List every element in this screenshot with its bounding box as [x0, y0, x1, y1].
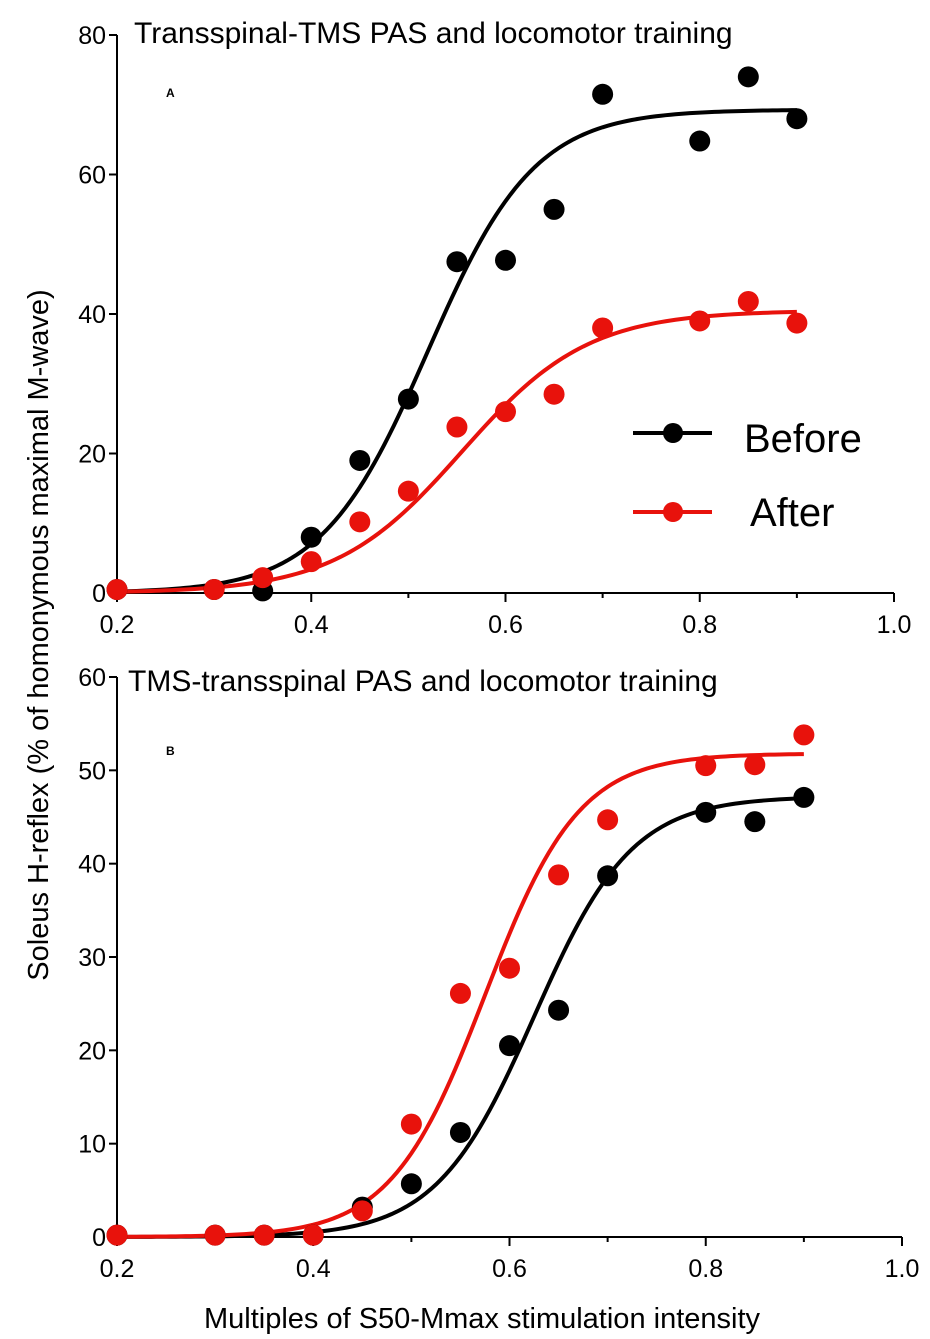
- panel-b-axes: 0 10 20 30 40 50 60 0.2 0.4 0.6 0.8 1.0: [78, 664, 919, 1283]
- panel-a-before-point: [689, 130, 711, 152]
- legend-after-label: After: [750, 491, 834, 535]
- panel-a-after-point: [446, 416, 468, 438]
- panel-b-x-tick-label: 0.4: [296, 1255, 331, 1283]
- panel-b-x-tick-label: 1.0: [885, 1255, 920, 1283]
- panel-b-curves: [116, 752, 804, 1239]
- panel-a-after-point: [495, 401, 516, 423]
- panel-b-before-point: [499, 1035, 520, 1057]
- panel-b-after-point: [253, 1224, 275, 1246]
- panel-b-before-point: [597, 865, 619, 887]
- panel-a-before-point: [543, 198, 565, 220]
- panel-b-x-tick-label: 0.8: [688, 1255, 723, 1283]
- panel-a-y-tick-label: 0: [92, 580, 106, 608]
- panel-b-after-point: [597, 809, 619, 831]
- panel-b-before-fit-curve: [116, 796, 804, 1239]
- panel-a-after-fit-curve: [116, 309, 797, 594]
- panel-a-before-point: [737, 66, 759, 88]
- panel-a-before-point: [592, 83, 614, 105]
- panel-b-after-point: [351, 1200, 373, 1222]
- x-axis-label: Multiples of S50-Mmax stimulation intens…: [204, 1303, 761, 1335]
- legend: Before After: [633, 417, 862, 535]
- panel-b-before-point: [744, 811, 766, 833]
- panel-a-x-tick-label: 0.8: [682, 611, 717, 639]
- panel-b-y-tick-label: 60: [78, 664, 106, 692]
- panel-a-x-tick-label: 0.4: [294, 611, 329, 639]
- panel-b-y-tick-label: 30: [78, 944, 106, 972]
- panel-a-after-point: [300, 551, 322, 573]
- legend-before-label: Before: [744, 417, 862, 461]
- legend-before-marker: [663, 423, 683, 443]
- panel-a-before-fit-curve: [116, 108, 797, 594]
- panel-b-after-point: [695, 755, 717, 777]
- panel-b: TMS-transspinal PAS and locomotor traini…: [78, 664, 919, 1283]
- panel-a-title: Transspinal-TMS PAS and locomotor traini…: [134, 17, 733, 50]
- panel-b-y-tick-label: 40: [78, 851, 106, 879]
- panel-a-after-point: [592, 317, 614, 339]
- panel-a-before-point: [397, 388, 419, 410]
- panel-a: Transspinal-TMS PAS and locomotor traini…: [78, 17, 911, 639]
- panel-a-before-point: [300, 526, 322, 548]
- panel-b-after-point: [793, 724, 815, 746]
- panel-b-after-point: [548, 864, 570, 886]
- panel-b-y-tick-label: 20: [78, 1037, 106, 1065]
- panel-a-y-tick-label: 60: [78, 162, 106, 190]
- panel-a-curves: [116, 108, 797, 594]
- panel-b-x-tick-label: 0.2: [100, 1255, 135, 1283]
- panel-b-y-tick-label: 50: [78, 757, 106, 785]
- panel-b-after-point: [449, 982, 471, 1004]
- panel-b-before-point: [400, 1173, 422, 1195]
- panel-a-x-tick-label: 0.6: [488, 611, 523, 639]
- panel-b-after-point: [499, 957, 520, 979]
- panel-a-x-tick-label: 0.2: [100, 611, 135, 639]
- panel-a-after-point: [203, 579, 225, 601]
- panel-a-after-point: [737, 290, 759, 312]
- panel-a-after-point: [689, 310, 711, 332]
- panel-a-before-point: [786, 108, 808, 130]
- panel-b-letter: B: [166, 744, 175, 758]
- panel-b-after-point: [744, 754, 766, 776]
- panel-a-after-point: [543, 383, 565, 405]
- panel-a-after-point: [349, 511, 371, 533]
- panel-b-after-fit-curve: [116, 752, 804, 1239]
- panel-a-after-point: [252, 567, 274, 589]
- panel-a-x-tick-label: 1.0: [877, 611, 912, 639]
- panel-b-after-point: [106, 1224, 128, 1246]
- panel-a-y-tick-label: 80: [78, 22, 106, 50]
- y-axis-label: Soleus H-reflex (% of homonymous maximal…: [23, 289, 55, 980]
- panel-b-before-point: [548, 999, 570, 1021]
- panel-b-after-point: [302, 1224, 324, 1246]
- panel-a-y-tick-label: 20: [78, 441, 106, 469]
- panel-b-title: TMS-transspinal PAS and locomotor traini…: [128, 665, 718, 698]
- legend-after-marker: [663, 502, 683, 522]
- panel-b-y-tick-label: 10: [78, 1131, 106, 1159]
- panel-a-axes: 0 20 40 60 80 0.2 0.4 0.6 0.8 1.0: [78, 22, 911, 639]
- panel-a-before-point: [349, 449, 371, 471]
- panel-a-points: [106, 66, 808, 602]
- panel-b-after-point: [400, 1113, 422, 1135]
- panel-b-y-tick-label: 0: [92, 1224, 106, 1252]
- panel-b-before-point: [695, 801, 717, 823]
- panel-b-x-tick-label: 0.6: [492, 1255, 527, 1283]
- panel-a-after-point: [397, 480, 419, 502]
- panel-b-points: [106, 724, 815, 1246]
- panel-b-before-point: [793, 786, 815, 808]
- panel-b-after-point: [204, 1224, 226, 1246]
- panel-a-before-point: [495, 249, 516, 271]
- panel-a-letter: A: [166, 86, 175, 100]
- panel-a-y-tick-label: 40: [78, 301, 106, 329]
- panel-a-after-point: [786, 312, 808, 334]
- panel-a-after-point: [106, 579, 128, 601]
- panel-a-before-point: [446, 251, 468, 273]
- panel-b-before-point: [449, 1121, 471, 1143]
